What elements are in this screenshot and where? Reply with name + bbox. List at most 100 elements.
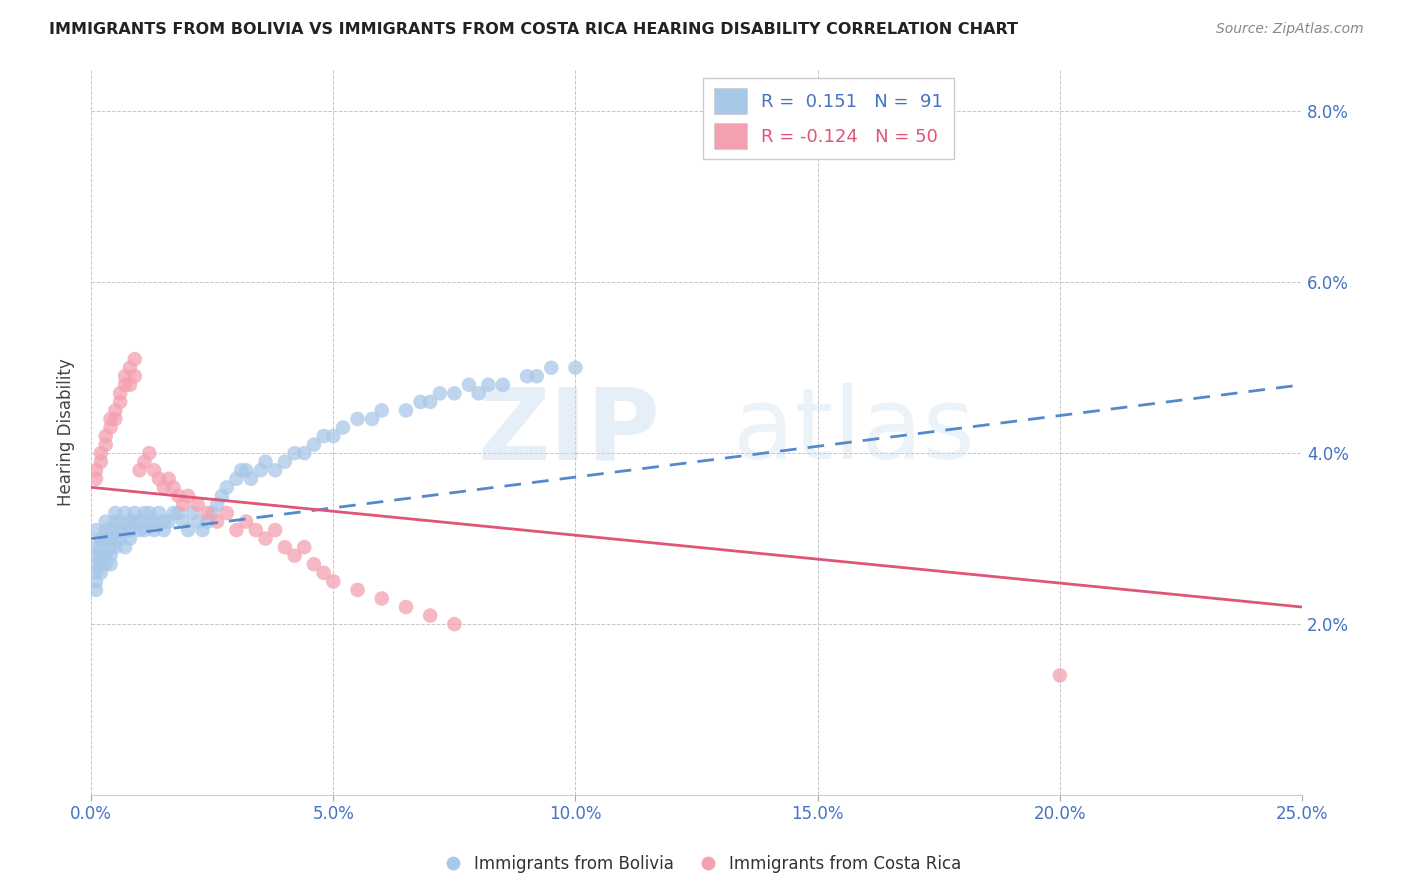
Point xyxy=(1049,668,1071,682)
Point xyxy=(564,360,586,375)
Point xyxy=(443,617,465,632)
Point xyxy=(274,540,297,554)
Point xyxy=(157,515,180,529)
Point xyxy=(274,455,297,469)
Point xyxy=(114,506,136,520)
Point xyxy=(162,506,184,520)
Point xyxy=(108,515,131,529)
Point xyxy=(215,480,238,494)
Point xyxy=(90,455,112,469)
Point xyxy=(231,463,253,477)
Point xyxy=(322,429,344,443)
Point xyxy=(84,472,107,486)
Point xyxy=(292,540,315,554)
Point xyxy=(153,480,176,494)
Point xyxy=(302,437,325,451)
Point xyxy=(346,582,368,597)
Point xyxy=(118,523,141,537)
Point xyxy=(118,360,141,375)
Point xyxy=(254,455,277,469)
Point xyxy=(467,386,489,401)
Point xyxy=(108,395,131,409)
Text: IMMIGRANTS FROM BOLIVIA VS IMMIGRANTS FROM COSTA RICA HEARING DISABILITY CORRELA: IMMIGRANTS FROM BOLIVIA VS IMMIGRANTS FR… xyxy=(49,22,1018,37)
Point xyxy=(492,377,515,392)
Point xyxy=(118,377,141,392)
Point xyxy=(114,377,136,392)
Point xyxy=(477,377,499,392)
Point xyxy=(124,515,146,529)
Point xyxy=(516,369,538,384)
Point xyxy=(84,463,107,477)
Point xyxy=(138,515,160,529)
Text: ZIP: ZIP xyxy=(478,384,661,480)
Point xyxy=(94,532,117,546)
Point xyxy=(395,600,418,615)
Point xyxy=(167,489,190,503)
Point xyxy=(201,506,224,520)
Point xyxy=(526,369,548,384)
Point xyxy=(94,515,117,529)
Point xyxy=(346,412,368,426)
Point xyxy=(332,420,354,434)
Point xyxy=(211,489,233,503)
Point xyxy=(312,566,335,580)
Point xyxy=(235,515,257,529)
Point xyxy=(108,532,131,546)
Point xyxy=(395,403,418,417)
Point xyxy=(100,558,122,572)
Text: Source: ZipAtlas.com: Source: ZipAtlas.com xyxy=(1216,22,1364,37)
Point xyxy=(254,532,277,546)
Point xyxy=(409,395,432,409)
Legend: Immigrants from Bolivia, Immigrants from Costa Rica: Immigrants from Bolivia, Immigrants from… xyxy=(437,848,969,880)
Point xyxy=(90,446,112,460)
Point xyxy=(225,523,247,537)
Point xyxy=(284,446,307,460)
Point xyxy=(114,369,136,384)
Point xyxy=(157,472,180,486)
Point xyxy=(100,540,122,554)
Point xyxy=(114,540,136,554)
Point xyxy=(443,386,465,401)
Point xyxy=(153,515,176,529)
Point xyxy=(84,566,107,580)
Point xyxy=(143,523,166,537)
Point xyxy=(312,429,335,443)
Point xyxy=(187,498,209,512)
Point xyxy=(90,540,112,554)
Point xyxy=(94,429,117,443)
Point xyxy=(84,523,107,537)
Point xyxy=(322,574,344,589)
Point xyxy=(177,489,200,503)
Point xyxy=(197,515,219,529)
Point xyxy=(124,506,146,520)
Point xyxy=(124,352,146,367)
Point xyxy=(540,360,562,375)
Point xyxy=(128,523,150,537)
Point xyxy=(264,523,287,537)
Point xyxy=(240,472,263,486)
Point xyxy=(128,515,150,529)
Point xyxy=(371,403,394,417)
Point xyxy=(108,386,131,401)
Point xyxy=(104,532,127,546)
Point xyxy=(104,515,127,529)
Point xyxy=(104,506,127,520)
Point xyxy=(225,472,247,486)
Point xyxy=(100,549,122,563)
Point xyxy=(134,455,156,469)
Point xyxy=(94,523,117,537)
Point xyxy=(245,523,267,537)
Point xyxy=(181,506,204,520)
Point xyxy=(84,582,107,597)
Point xyxy=(84,574,107,589)
Point xyxy=(90,558,112,572)
Point xyxy=(191,523,214,537)
Point xyxy=(104,540,127,554)
Point xyxy=(419,395,441,409)
Point xyxy=(177,523,200,537)
Point xyxy=(124,369,146,384)
Point xyxy=(118,532,141,546)
Point xyxy=(148,472,170,486)
Point xyxy=(148,506,170,520)
Point xyxy=(361,412,384,426)
